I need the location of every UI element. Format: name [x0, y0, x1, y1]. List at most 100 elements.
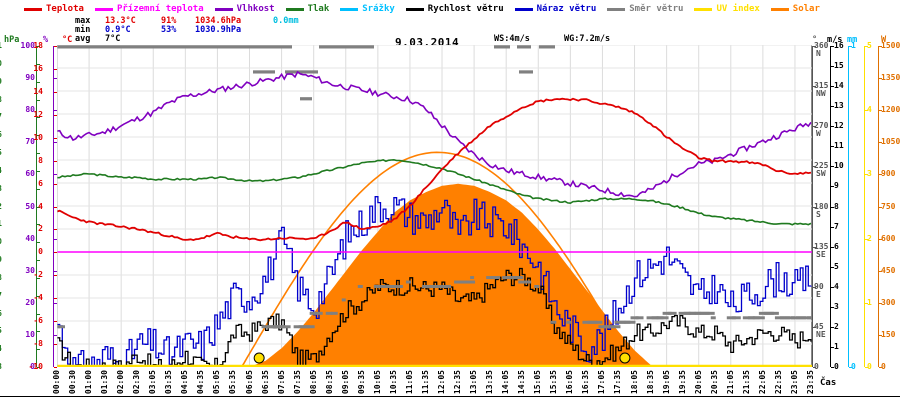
humidity-axis-tickmark — [54, 239, 57, 240]
windspeed-axis-tick-label: 8 — [834, 202, 839, 211]
rain-axis-tickmark — [849, 46, 852, 47]
windspeed-axis-tick-label: 6 — [834, 242, 839, 251]
wind-direction-bar-b1 — [253, 70, 275, 74]
legend-swatch-icon — [24, 7, 42, 11]
temperature-axis-tickmark — [54, 207, 57, 208]
legend-srazky[interactable]: Srážky — [340, 4, 395, 14]
temperature-axis-tick-label: 0 — [38, 247, 43, 256]
solar-axis-tickmark — [879, 46, 882, 47]
legend-solar[interactable]: Solar — [770, 4, 820, 14]
pressure-axis-tick-label: 1026 — [0, 310, 2, 318]
temperature-axis-tick-label: 16 — [33, 64, 43, 73]
stats-row: min 0.9°C 53% 1030.9hPa — [75, 26, 299, 35]
footer-divider — [0, 396, 900, 397]
x-tick-label: 10:35 — [388, 370, 398, 395]
windspeed-axis-line — [830, 46, 831, 367]
legend-teplota[interactable]: Teplota — [24, 4, 84, 14]
legend-smer-vetru[interactable]: Směr větru — [607, 4, 683, 14]
winddir-axis-tickmark — [813, 207, 816, 208]
legend-prizemni-teplota[interactable]: Přízemní teplota — [94, 4, 204, 14]
legend-rychlost-vetru[interactable]: Rychlost větru — [405, 3, 504, 14]
winddir-axis-tick-label: 135 — [814, 242, 829, 251]
pressure-axis-tickmark — [37, 82, 40, 83]
x-tick-label: 09:05 — [340, 370, 350, 395]
sunrise-marker-icon — [253, 352, 265, 364]
x-tick-label: 16:35 — [581, 370, 591, 395]
solar-axis-unit: W — [881, 35, 887, 45]
pressure-axis-tick-label: 1032 — [0, 203, 2, 211]
windspeed-axis-tick-label: 10 — [834, 161, 844, 170]
windspeed-axis-tick-label: 3 — [834, 302, 839, 311]
summary-stats-left: max 13.3°C 91% 1034.6hPa 0.0mm min 0.9°C 53% 103… — [75, 17, 299, 44]
pressure-axis-tickmark — [37, 64, 40, 65]
pressure-axis-tickmark — [37, 242, 40, 243]
temperature-axis-tick-label: 4 — [38, 202, 43, 211]
wind-direction-bar-top — [57, 45, 292, 49]
legend-uv-index[interactable]: UV index — [694, 4, 760, 14]
humidity-axis-tick-label: 80 — [25, 105, 35, 114]
humidity-axis-tickmark — [54, 303, 57, 304]
legend-naraz-vetru[interactable]: Náraz větru — [514, 4, 596, 14]
windspeed-axis-tickmark — [831, 86, 834, 87]
x-tick-label: 12:35 — [453, 370, 463, 395]
winddir-axis-tick-sublabel: SE — [816, 250, 826, 259]
windspeed-axis-tickmark — [831, 287, 834, 288]
temperature-axis-tick-label: -2 — [33, 270, 43, 279]
temperature-line — [57, 97, 812, 242]
temperature-axis-tick-label: 6 — [38, 179, 43, 188]
pressure-axis-tick-label: 1041 — [0, 42, 2, 50]
windspeed-axis-tick-label: 11 — [834, 141, 844, 150]
humidity-axis-tick-label: 20 — [25, 298, 35, 307]
humidity-axis-tick-label: 0 — [30, 362, 35, 371]
temperature-axis-tick-label: 12 — [33, 110, 43, 119]
humidity-axis-tick-label: 60 — [25, 169, 35, 178]
winddir-axis-tick-label: 360 — [814, 41, 829, 50]
wind-direction-bar-top2 — [319, 45, 374, 49]
x-tick-label: 22:05 — [757, 370, 767, 395]
solar-axis-tick-label: 300 — [881, 298, 896, 307]
windspeed-axis-tickmark — [831, 146, 834, 147]
stats-temp-value: 13.3°C — [105, 16, 136, 26]
pressure-axis-tickmark — [37, 171, 40, 172]
humidity-axis-tick-label: 10 — [25, 330, 35, 339]
stats-row: avg 7°C — [75, 35, 299, 44]
pressure-axis-tick-label: 1039 — [0, 78, 2, 86]
temperature-axis-tick-label: -10 — [28, 362, 43, 371]
windspeed-axis-tick-label: 0 — [834, 362, 839, 371]
legend-swatch-icon — [285, 7, 304, 11]
uv-axis-tickmark — [865, 367, 868, 368]
pressure-axis-tick-label: 1034 — [0, 167, 2, 175]
pressure-axis-tickmark — [37, 367, 40, 368]
winddir-axis-tickmark — [813, 287, 816, 288]
winddir-axis-tick-sublabel: SW — [816, 169, 826, 178]
temperature-axis-tickmark — [54, 252, 57, 253]
x-tick-label: 04:35 — [196, 370, 206, 395]
windspeed-axis-tick-label: 16 — [834, 41, 844, 50]
legend-tlak[interactable]: Tlak — [285, 4, 329, 14]
wind-speed-line — [57, 267, 812, 367]
solar-axis-tick-label: 900 — [881, 169, 896, 178]
wind-direction-bar-c1 — [300, 97, 312, 101]
winddir-axis-tickmark — [813, 367, 816, 368]
legend-vlhkost[interactable]: Vlhkost — [214, 4, 275, 14]
x-tick-label: 16:05 — [565, 370, 575, 395]
uv-axis-tickmark — [865, 174, 868, 175]
x-tick-label: 14:35 — [517, 370, 527, 395]
x-tick-label: 22:35 — [773, 370, 783, 395]
winddir-axis-tick-label: 270 — [814, 121, 829, 130]
legend-label: Rychlost větru — [427, 3, 504, 14]
x-tick-label: 11:05 — [404, 370, 414, 395]
solar-axis-tickmark — [879, 367, 882, 368]
pressure-axis-tickmark — [37, 331, 40, 332]
humidity-axis-line — [53, 46, 54, 367]
humidity-axis-tickmark — [54, 142, 57, 143]
legend-swatch-icon — [94, 7, 113, 11]
temperature-axis-tickmark — [54, 138, 57, 139]
x-tick-label: 15:35 — [549, 370, 559, 395]
solar-axis-tick-label: 450 — [881, 266, 896, 275]
x-tick-label: 21:35 — [741, 370, 751, 395]
winddir-axis-tickmark — [813, 46, 816, 47]
pressure-line — [57, 158, 812, 226]
pressure-axis-tickmark — [37, 153, 40, 154]
